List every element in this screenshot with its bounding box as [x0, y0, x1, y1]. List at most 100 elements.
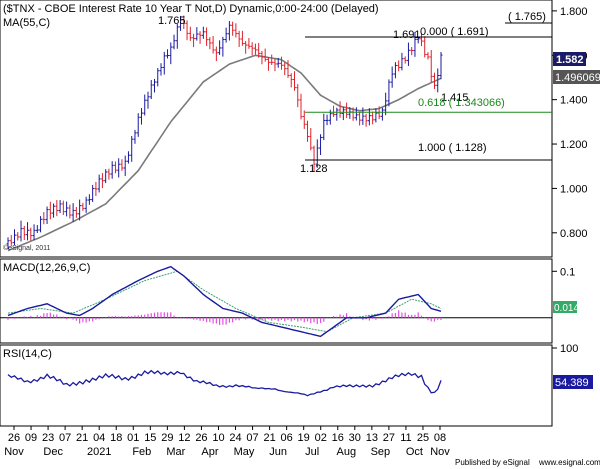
x-month-label: Apr [201, 446, 218, 458]
x-day-label: 25 [417, 432, 429, 444]
price-bar [74, 206, 78, 218]
price-bar [240, 30, 244, 46]
price-bar [244, 40, 248, 54]
price-bar [393, 62, 397, 79]
price-bar [65, 201, 69, 217]
price-bar [361, 107, 365, 125]
price-bar [390, 66, 394, 88]
rsi-line [7, 369, 442, 397]
macd-value-box [553, 301, 577, 313]
price-bar [22, 225, 26, 241]
price-bar [110, 161, 114, 179]
macd-signal-line [7, 270, 442, 333]
x-day-label: 07 [246, 432, 258, 444]
price-bar [400, 52, 404, 71]
price-bar [403, 56, 407, 64]
price-bar [338, 101, 342, 118]
x-day-label: 19 [298, 432, 310, 444]
rsi-value-box [553, 375, 593, 389]
price-bar [130, 135, 134, 162]
price-bar [247, 38, 251, 49]
last-price-value: 1.582 [556, 54, 584, 66]
x-day-label: 13 [366, 432, 378, 444]
x-day-label: 16 [332, 432, 344, 444]
watermark: ©eSignal, 2011 [3, 244, 51, 252]
x-day-label: 21 [76, 432, 88, 444]
price-bar [16, 232, 20, 241]
price-bar [250, 42, 254, 56]
price-bar [319, 134, 323, 155]
annotation-1415: 1.415 [441, 92, 469, 104]
x-month-label: Nov [430, 446, 450, 458]
price-bar [48, 201, 52, 220]
x-day-label: 15 [144, 432, 156, 444]
price-bar [413, 31, 417, 57]
price-bar [175, 23, 179, 49]
price-bar [136, 113, 140, 137]
price-bar [276, 57, 280, 68]
price-bar [81, 202, 85, 211]
price-bar [283, 62, 287, 76]
fib-label-1: 1.000 ( 1.128) [418, 142, 487, 154]
price-bar [45, 206, 49, 224]
price-bar [35, 225, 39, 234]
price-bar [166, 49, 170, 59]
price-bar [312, 145, 316, 172]
price-bar [84, 196, 88, 213]
rsi-label: RSI(14,C) [3, 348, 52, 360]
fib-label-618: 0.618 ( 1.343066) [418, 97, 505, 109]
price-bar [58, 200, 62, 214]
price-bar [224, 27, 228, 43]
fib-label-0: 0.000 ( 1.691) [420, 26, 489, 38]
macd-line [7, 265, 442, 338]
x-day-label: 27 [383, 432, 395, 444]
price-bar [221, 36, 225, 57]
x-day-label: 07 [59, 432, 71, 444]
price-tick-label: 1.400 [560, 95, 588, 107]
price-bar [94, 181, 98, 197]
annotation-1128: 1.128 [300, 163, 328, 175]
price-bar [29, 227, 33, 241]
price-bar [289, 73, 293, 88]
x-month-label: Mar [166, 446, 185, 458]
price-bar [195, 27, 199, 41]
x-day-label: 21 [263, 432, 275, 444]
x-day-label: 04 [93, 432, 105, 444]
x-day-label: 12 [178, 432, 190, 444]
price-bar [345, 102, 349, 118]
price-panel [0, 0, 553, 258]
x-day-label: 10 [212, 432, 224, 444]
price-bar [55, 200, 59, 217]
price-tick-label: 1.800 [560, 6, 588, 18]
x-month-label: Dec [43, 446, 63, 458]
price-bar [436, 68, 440, 93]
rsi-panel [0, 344, 553, 427]
x-day-label: 01 [127, 432, 139, 444]
price-bar [42, 212, 46, 225]
price-bar [286, 60, 290, 78]
price-bar [201, 26, 205, 39]
price-bar [234, 23, 238, 38]
price-bar [32, 224, 36, 241]
price-bar [263, 48, 267, 62]
price-bar [354, 107, 358, 121]
price-bar [13, 229, 17, 246]
price-bar [306, 120, 310, 142]
price-bar [143, 94, 147, 116]
top-bracket-label: ( 1.765) [508, 11, 546, 23]
price-bar [91, 184, 95, 203]
price-bar [169, 42, 173, 65]
x-month-label: Jun [269, 446, 287, 458]
x-day-label: 11 [400, 432, 411, 444]
chart-title: ($TNX - CBOE Interest Rate 10 Year T Not… [3, 3, 379, 15]
price-bar [68, 204, 72, 219]
x-day-label: 08 [434, 432, 446, 444]
price-bar [71, 203, 75, 222]
price-bar [87, 194, 91, 205]
price-bar [423, 36, 427, 58]
price-bar [107, 168, 111, 180]
macd-panel [0, 258, 553, 344]
price-bar [279, 56, 283, 70]
price-bar [97, 174, 101, 193]
